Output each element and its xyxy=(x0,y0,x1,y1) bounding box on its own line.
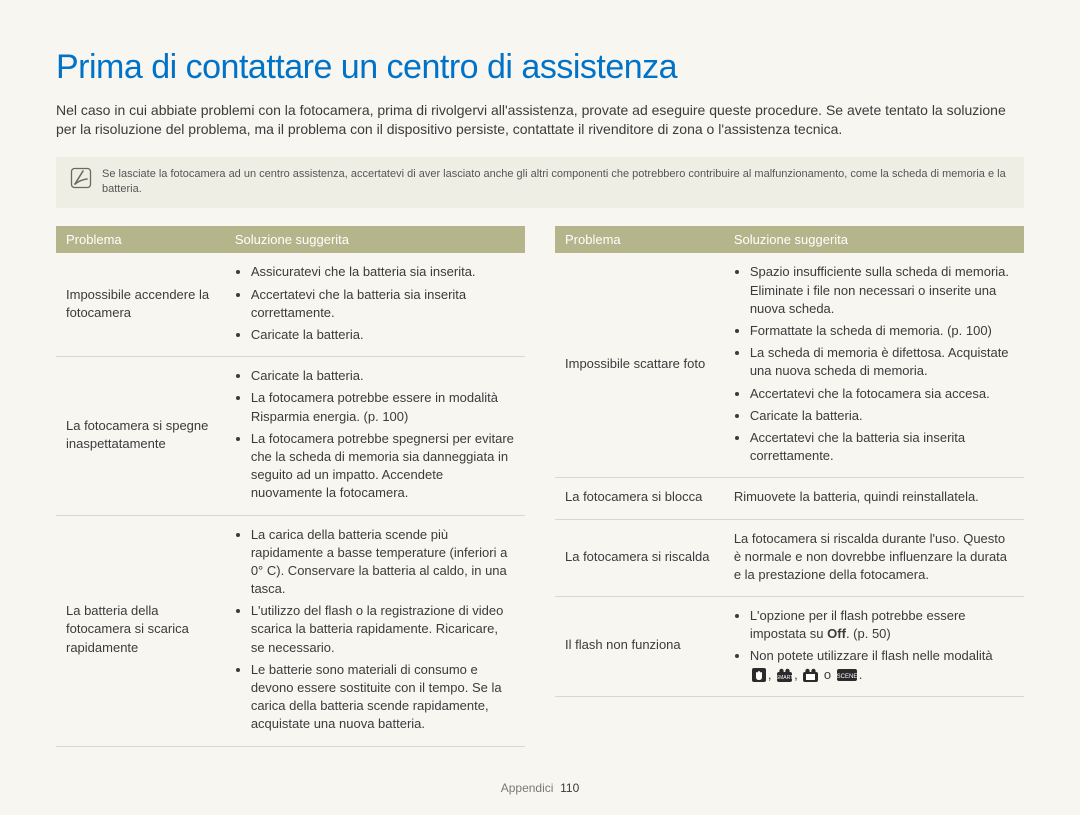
problem-cell: Impossibile accendere la fotocamera xyxy=(56,253,225,356)
mode-hand-icon xyxy=(752,668,766,682)
list-item: Caricate la batteria. xyxy=(750,407,1014,425)
text-dot: . xyxy=(859,667,863,682)
list-item: Non potete utilizzare il flash nelle mod… xyxy=(750,647,1014,683)
table-row: La fotocamera si riscalda La fotocamera … xyxy=(555,519,1024,597)
list-item: Caricate la batteria. xyxy=(251,326,515,344)
problem-cell: La fotocamera si riscalda xyxy=(555,519,724,597)
solution-cell: La fotocamera si riscalda durante l'uso.… xyxy=(724,519,1024,597)
solution-text: Rimuovete la batteria, quindi reinstalla… xyxy=(734,488,1014,506)
text-sep: , xyxy=(768,667,775,682)
problem-cell: La fotocamera si blocca xyxy=(555,478,724,519)
note-box: Se lasciate la fotocamera ad un centro a… xyxy=(56,157,1024,209)
col-header-problem: Problema xyxy=(555,226,724,253)
page-footer: Appendici 110 xyxy=(0,781,1080,795)
bold-off: Off xyxy=(827,626,846,641)
mode-movie-icon xyxy=(803,668,818,682)
text-sep: , xyxy=(794,667,801,682)
list-item: Accertatevi che la fotocamera sia accesa… xyxy=(750,385,1014,403)
list-item: Accertatevi che la batteria sia inserita… xyxy=(251,286,515,322)
list-item: Formattate la scheda di memoria. (p. 100… xyxy=(750,322,1014,340)
troubleshoot-table-right: Problema Soluzione suggerita Impossibile… xyxy=(555,226,1024,696)
text-or: o xyxy=(820,667,834,682)
footer-page-number: 110 xyxy=(560,781,579,795)
problem-cell: Il flash non funziona xyxy=(555,597,724,697)
footer-section: Appendici xyxy=(501,781,554,795)
solution-cell: Assicuratevi che la batteria sia inserit… xyxy=(225,253,525,356)
table-row: Il flash non funziona L'opzione per il f… xyxy=(555,597,1024,697)
note-text: Se lasciate la fotocamera ad un centro a… xyxy=(102,167,1010,197)
note-icon xyxy=(70,167,92,189)
mode-smart-icon: SMART xyxy=(777,668,792,682)
list-item: Le batterie sono materiali di consumo e … xyxy=(251,661,515,734)
right-column: Problema Soluzione suggerita Impossibile… xyxy=(555,226,1024,746)
solution-text: La fotocamera si riscalda durante l'uso.… xyxy=(734,530,1014,585)
list-item: Accertatevi che la batteria sia inserita… xyxy=(750,429,1014,465)
col-header-solution: Soluzione suggerita xyxy=(724,226,1024,253)
problem-cell: La fotocamera si spegne inaspettatamente xyxy=(56,357,225,515)
two-column-layout: Problema Soluzione suggerita Impossibile… xyxy=(56,226,1024,746)
table-row: La batteria della fotocamera si scarica … xyxy=(56,515,525,746)
svg-text:SMART: SMART xyxy=(777,675,792,681)
col-header-solution: Soluzione suggerita xyxy=(225,226,525,253)
troubleshoot-table-left: Problema Soluzione suggerita Impossibile… xyxy=(56,226,525,746)
problem-cell: Impossibile scattare foto xyxy=(555,253,724,477)
list-item: La fotocamera potrebbe spegnersi per evi… xyxy=(251,430,515,503)
solution-cell: Spazio insufficiente sulla scheda di mem… xyxy=(724,253,1024,477)
table-row: Impossibile scattare foto Spazio insuffi… xyxy=(555,253,1024,477)
table-row: La fotocamera si spegne inaspettatamente… xyxy=(56,357,525,515)
text-run: . (p. 50) xyxy=(846,626,891,641)
left-column: Problema Soluzione suggerita Impossibile… xyxy=(56,226,525,746)
page: Prima di contattare un centro di assiste… xyxy=(0,0,1080,815)
table-row: La fotocamera si blocca Rimuovete la bat… xyxy=(555,478,1024,519)
text-run: Non potete utilizzare il flash nelle mod… xyxy=(750,648,993,663)
list-item: Assicuratevi che la batteria sia inserit… xyxy=(251,263,515,281)
list-item: L'utilizzo del flash o la registrazione … xyxy=(251,602,515,657)
list-item: L'opzione per il flash potrebbe essere i… xyxy=(750,607,1014,643)
list-item: La fotocamera potrebbe essere in modalit… xyxy=(251,389,515,425)
problem-cell: La batteria della fotocamera si scarica … xyxy=(56,515,225,746)
solution-cell: Rimuovete la batteria, quindi reinstalla… xyxy=(724,478,1024,519)
mode-scene-icon: SCENE xyxy=(837,669,857,681)
page-title: Prima di contattare un centro di assiste… xyxy=(56,48,1024,87)
list-item: Spazio insufficiente sulla scheda di mem… xyxy=(750,263,1014,318)
list-item: Caricate la batteria. xyxy=(251,367,515,385)
list-item: La scheda di memoria è difettosa. Acquis… xyxy=(750,344,1014,380)
solution-cell: Caricate la batteria. La fotocamera potr… xyxy=(225,357,525,515)
intro-paragraph: Nel caso in cui abbiate problemi con la … xyxy=(56,101,1024,139)
list-item: La carica della batteria scende più rapi… xyxy=(251,526,515,599)
col-header-problem: Problema xyxy=(56,226,225,253)
solution-cell: La carica della batteria scende più rapi… xyxy=(225,515,525,746)
svg-text:SCENE: SCENE xyxy=(837,674,857,680)
solution-cell: L'opzione per il flash potrebbe essere i… xyxy=(724,597,1024,697)
table-row: Impossibile accendere la fotocamera Assi… xyxy=(56,253,525,356)
